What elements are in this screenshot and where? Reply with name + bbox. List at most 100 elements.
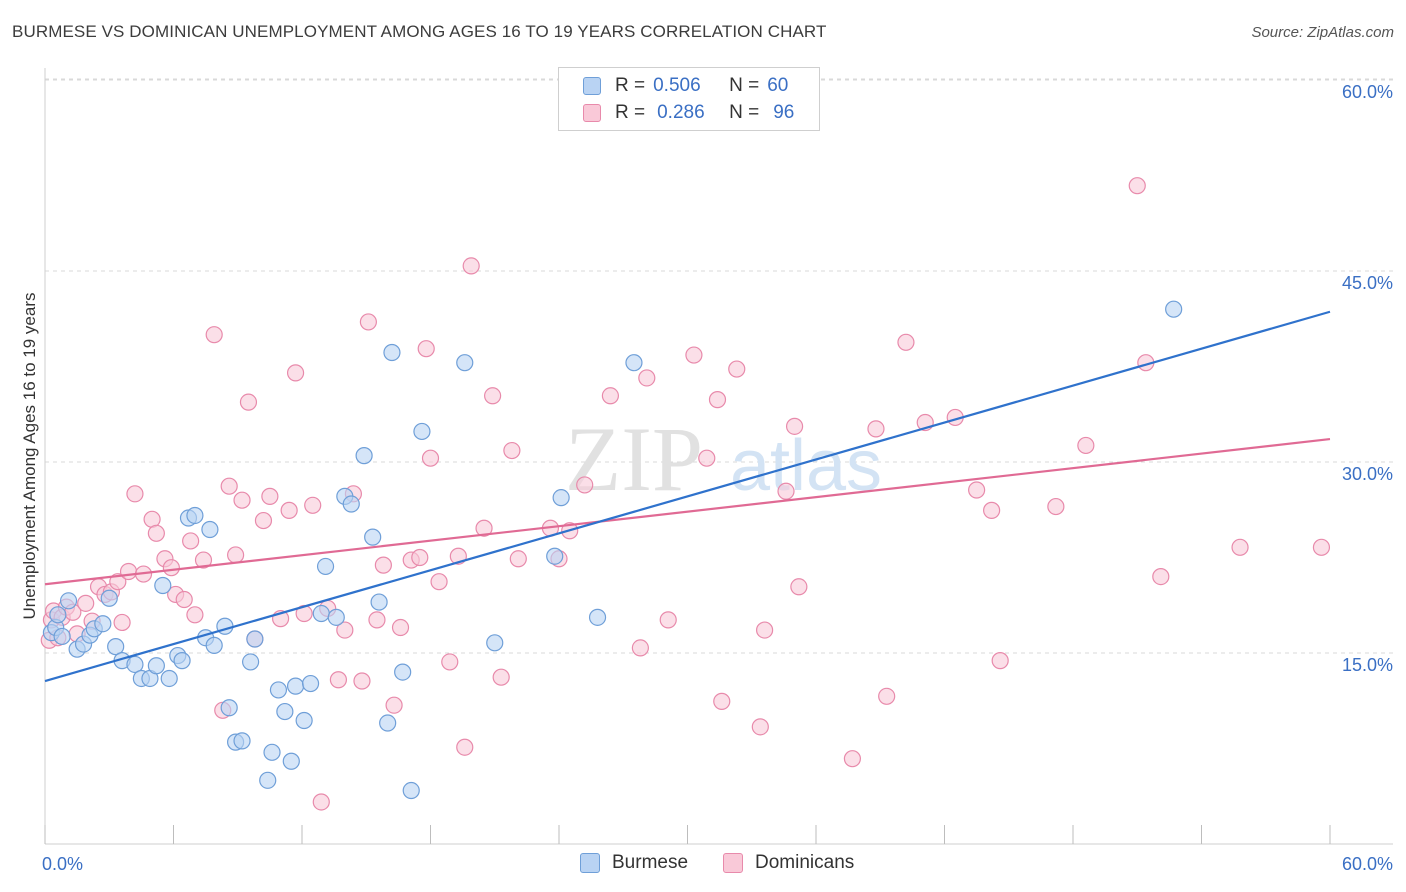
dominicans-legend-label: Dominicans: [755, 852, 855, 873]
burmese-point: [276, 702, 294, 721]
dominicans-point: [261, 487, 279, 505]
n-value: 60: [767, 75, 789, 96]
burmese-point: [160, 669, 178, 688]
dominicans-point: [312, 793, 330, 811]
dominicans-point: [509, 550, 527, 568]
burmese-point: [220, 699, 238, 717]
burmese-point: [456, 354, 474, 372]
dominicans-point: [430, 573, 448, 591]
legend-item-dominicans: Dominicans: [723, 852, 854, 874]
series-legend: Burmese Dominicans: [0, 852, 1406, 878]
burmese-point: [370, 593, 388, 611]
burmese-legend-label: Burmese: [612, 852, 689, 873]
dominicans-point: [329, 671, 348, 689]
burmese-point: [286, 677, 305, 695]
dominicans-point: [475, 519, 493, 537]
r-value: 0.286: [657, 102, 705, 123]
burmese-point: [552, 489, 570, 507]
dominicans-point: [113, 613, 131, 632]
grid-lines: [45, 78, 1393, 654]
watermark-zip: ZIP: [565, 408, 703, 510]
dominicans-point: [790, 578, 808, 596]
dominicans-point: [685, 346, 703, 364]
dominicans-point: [713, 692, 731, 710]
dominicans-point: [119, 562, 138, 581]
dominicans-point: [503, 441, 521, 460]
dominicans-point: [777, 482, 795, 500]
dominicans-point: [162, 559, 180, 577]
dominicans-point: [601, 387, 620, 405]
burmese-point: [312, 604, 330, 623]
dominicans-point: [698, 449, 716, 467]
burmese-point: [342, 495, 360, 513]
dominicans-point: [280, 501, 298, 519]
r-value: 0.506: [653, 75, 701, 96]
burmese-point: [625, 354, 643, 372]
dominicans-point: [239, 393, 258, 411]
dominicans-point: [220, 477, 238, 495]
correlation-legend: R = 0.506 N = 60 R = 0.286 N = 96: [558, 67, 820, 131]
dominicans-point: [336, 621, 354, 639]
dominicans-point: [897, 333, 915, 351]
burmese-point: [364, 528, 382, 546]
y-axis-label: Unemployment Among Ages 16 to 19 years: [20, 292, 39, 620]
tick-labels: 15.0% 30.0% 45.0% 60.0% 0.0% 60.0%: [42, 82, 1393, 874]
dominicans-point: [843, 750, 862, 768]
dominicans-point: [227, 546, 245, 564]
burmese-point: [394, 663, 412, 681]
dominicans-point: [878, 687, 896, 705]
axes: [44, 68, 1393, 845]
dominicans-point: [708, 391, 727, 409]
burmese-point: [154, 576, 172, 595]
burmese-point: [49, 606, 67, 624]
dominicans-point: [492, 668, 510, 686]
dominicans-point: [368, 611, 386, 629]
burmese-point: [246, 630, 264, 648]
burmese-point: [355, 447, 373, 465]
dominicans-legend-swatch: [723, 853, 743, 873]
burmese-point: [588, 608, 607, 626]
dominicans-point: [353, 672, 371, 690]
burmese-point: [233, 732, 251, 750]
burmese-point: [147, 657, 165, 675]
burmese-swatch: [583, 77, 601, 95]
burmese-point: [413, 422, 431, 441]
dominicans-point: [109, 573, 127, 591]
dominicans-point: [385, 696, 403, 714]
dominicans-point: [175, 590, 193, 609]
burmese-point: [269, 681, 288, 699]
dominicans-point: [462, 257, 480, 275]
dominicans-point: [304, 496, 322, 514]
dominicans-point: [147, 524, 165, 542]
dominicans-point: [374, 556, 392, 574]
burmese-point: [107, 638, 125, 656]
dominicans-point: [484, 387, 502, 405]
y-tick-label: 30.0%: [1342, 464, 1393, 484]
burmese-point: [173, 652, 191, 670]
burmese-point: [295, 711, 313, 730]
dominicans-point: [991, 652, 1009, 670]
burmese-point: [1165, 300, 1183, 318]
dominicans-point: [1152, 567, 1170, 586]
dominicans-trend-line: [44, 437, 1331, 586]
dominicans-point: [631, 639, 649, 657]
r-label: R =: [615, 102, 646, 123]
dominicans-point: [968, 481, 986, 499]
watermark-atlas: atlas: [730, 426, 882, 506]
n-label: N =: [729, 75, 760, 96]
x-tick-label: 0.0%: [42, 854, 83, 874]
dominicans-point: [77, 594, 95, 612]
burmese-trend-line: [44, 310, 1331, 683]
dominicans-point: [751, 718, 769, 736]
y-tick-label: 60.0%: [1342, 82, 1393, 102]
burmese-point: [383, 343, 401, 362]
burmese-point: [379, 714, 397, 732]
burmese-point: [486, 634, 504, 652]
burmese-point: [316, 557, 335, 576]
dominicans-point: [186, 606, 204, 624]
burmese-point: [259, 771, 277, 789]
burmese-point: [546, 547, 564, 565]
dominicans-point: [1047, 497, 1065, 516]
dominicans-point: [638, 369, 656, 387]
burmese-point: [327, 608, 345, 626]
